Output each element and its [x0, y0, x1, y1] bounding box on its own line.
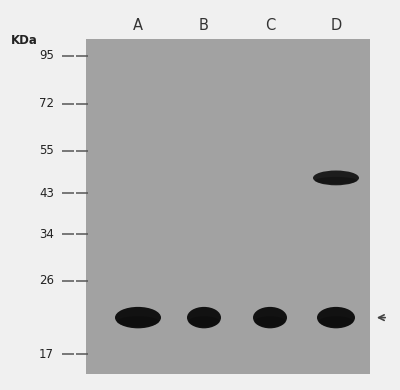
Ellipse shape [115, 307, 161, 328]
Text: 17: 17 [39, 348, 54, 361]
Text: 43: 43 [39, 187, 54, 200]
Text: 95: 95 [39, 50, 54, 62]
Text: KDa: KDa [10, 34, 38, 48]
Text: B: B [199, 18, 209, 33]
Ellipse shape [187, 307, 221, 328]
Bar [86, 39, 370, 374]
Bar [86, 39, 370, 374]
Text: D: D [330, 18, 342, 33]
Text: 26: 26 [39, 274, 54, 287]
Ellipse shape [313, 170, 359, 185]
Ellipse shape [318, 316, 354, 327]
Ellipse shape [315, 177, 357, 184]
Ellipse shape [117, 316, 159, 327]
Ellipse shape [317, 307, 355, 328]
Text: C: C [265, 18, 275, 33]
Text: 55: 55 [39, 144, 54, 157]
Ellipse shape [188, 316, 220, 327]
Ellipse shape [254, 316, 286, 327]
Text: 72: 72 [39, 98, 54, 110]
Text: 34: 34 [39, 227, 54, 241]
Ellipse shape [253, 307, 287, 328]
Text: A: A [133, 18, 143, 33]
